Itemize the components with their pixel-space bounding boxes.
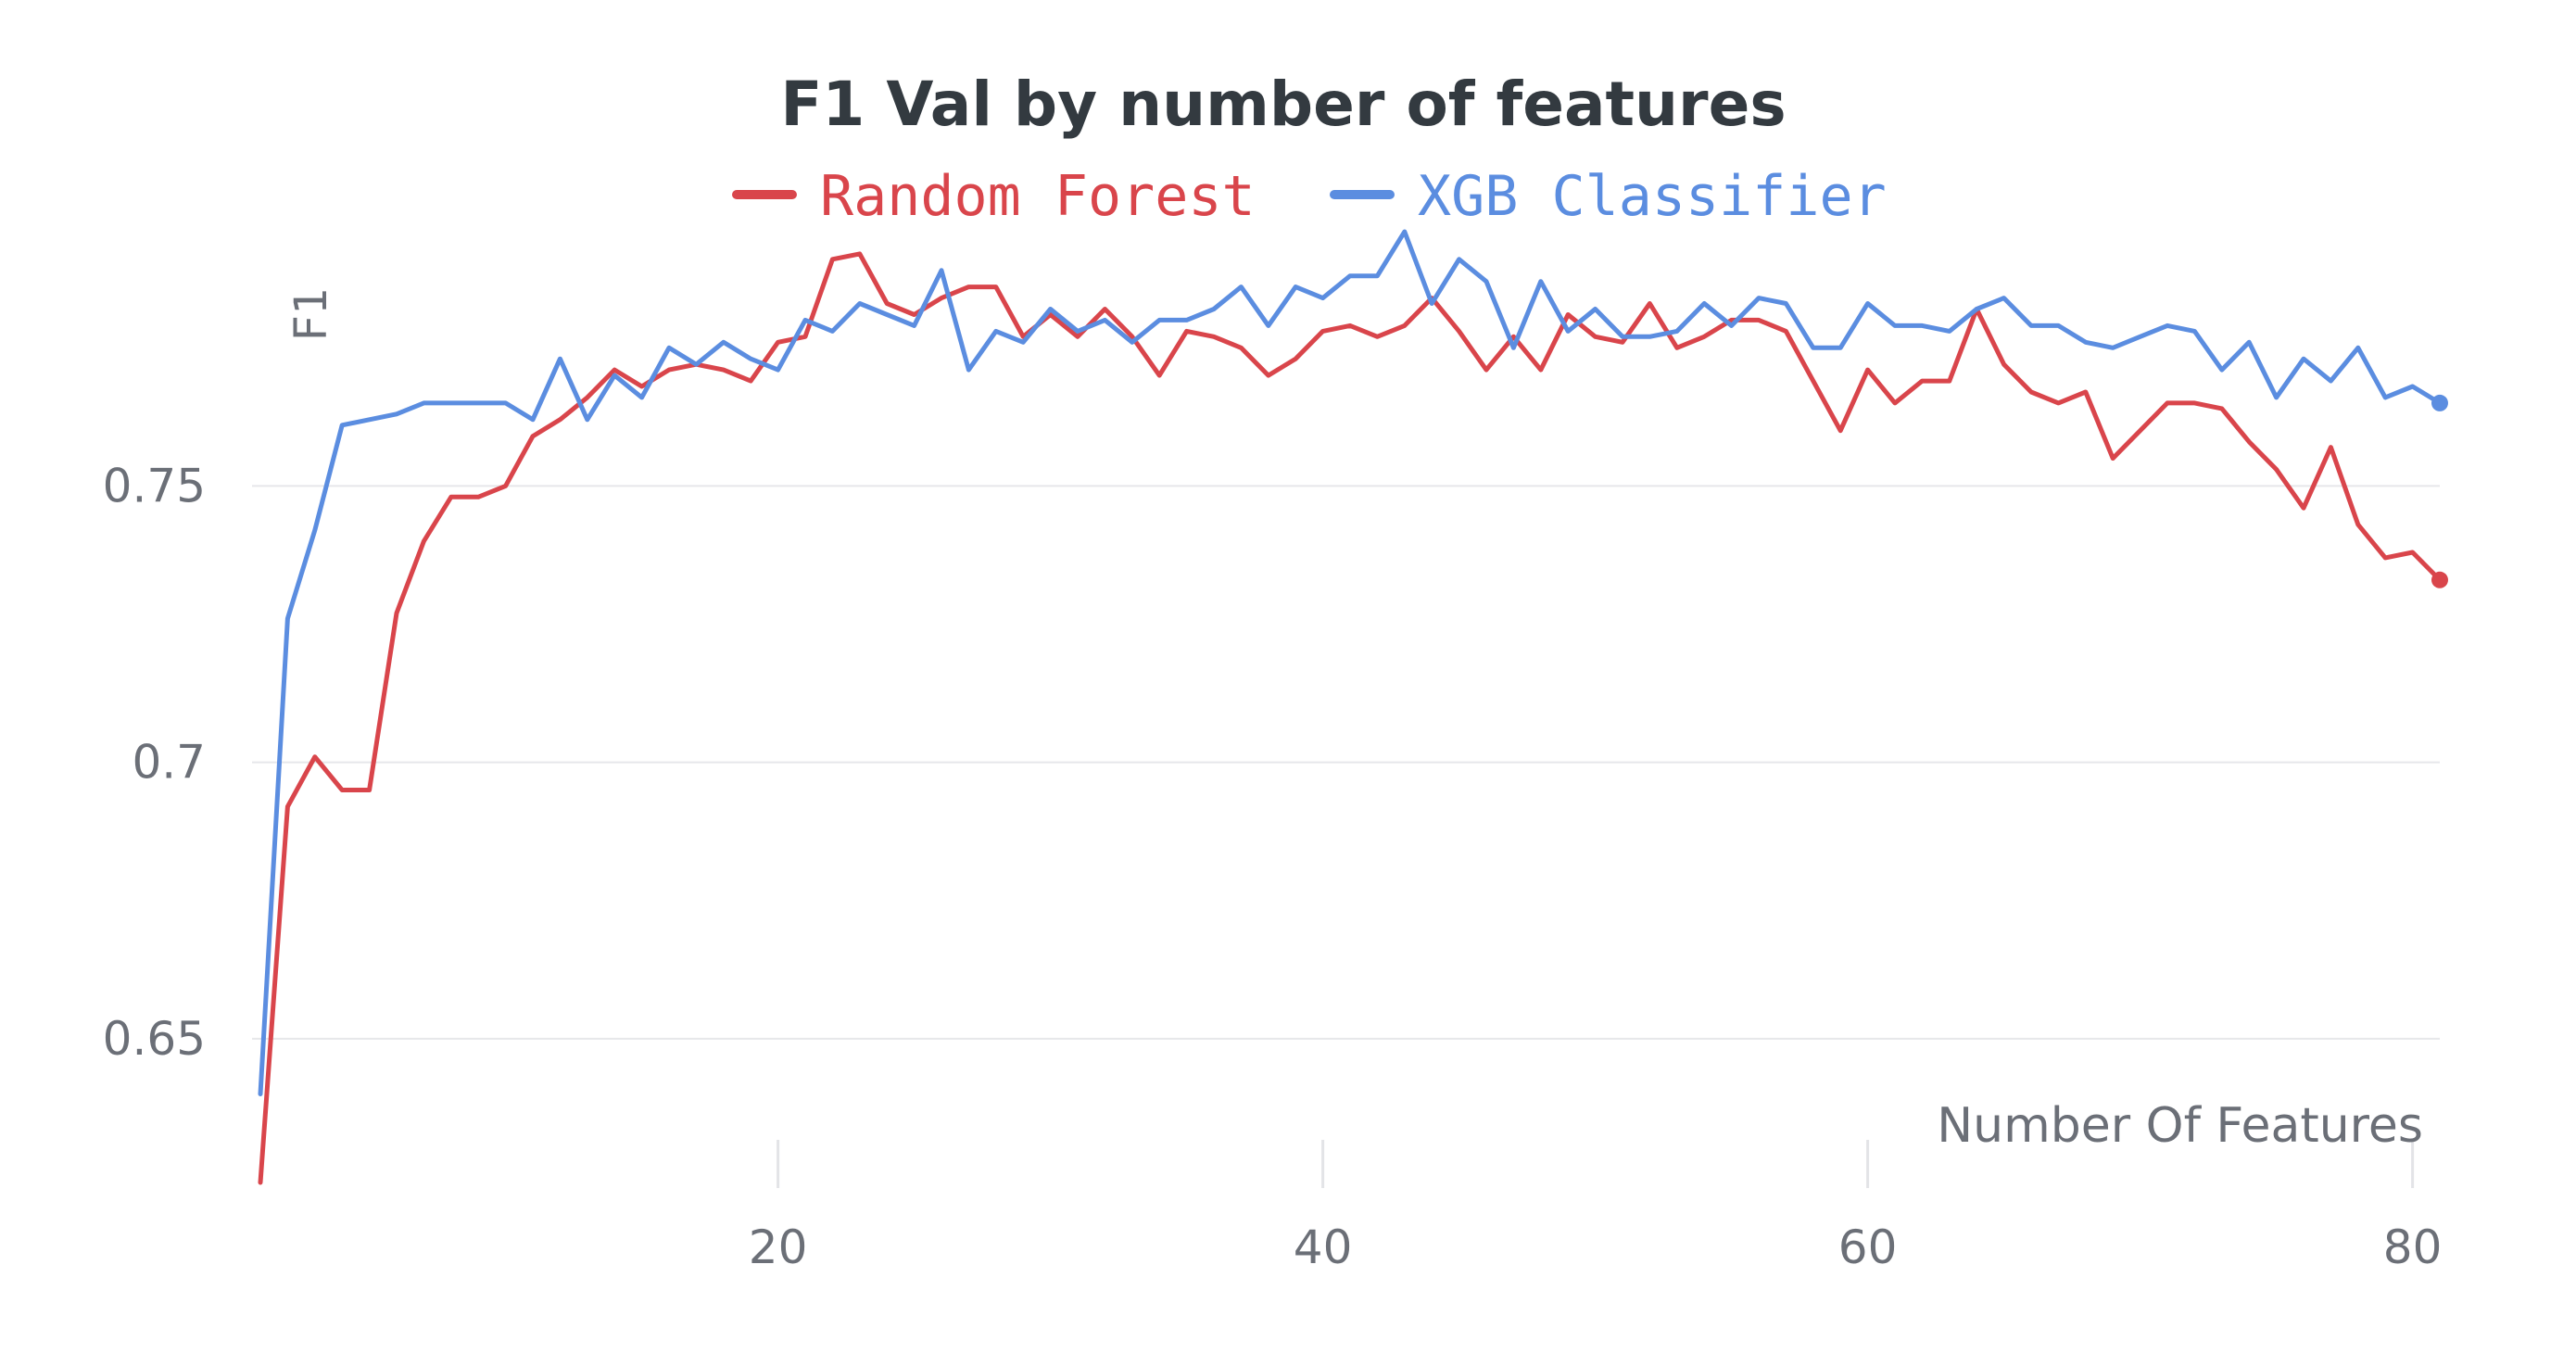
chart-title: F1 Val by number of features: [780, 69, 1786, 140]
x-tick-label: 20: [749, 1220, 808, 1274]
x-tick-label: 40: [1294, 1220, 1353, 1274]
series-line-xgb-classifier: [258, 229, 2443, 1096]
legend[interactable]: Random Forest XGB Classifier: [732, 164, 1887, 229]
x-ticks: 20 40 60 80: [749, 1140, 2443, 1274]
series-endpoint-random-forest: [2431, 571, 2448, 588]
y-tick-label: 0.65: [103, 1012, 206, 1066]
y-tick-labels: 0.65 0.7 0.75: [103, 459, 206, 1065]
y-gridlines: [252, 485, 2440, 1040]
series-layer: [258, 229, 2448, 1185]
series-endpoint-xgb-classifier: [2431, 394, 2448, 411]
series-line-random-forest: [258, 251, 2443, 1185]
y-axis-label: F1: [285, 288, 337, 342]
x-tick-label: 80: [2383, 1220, 2443, 1274]
y-tick-label: 0.7: [132, 736, 206, 790]
legend-item-xgb-classifier[interactable]: XGB Classifier: [1330, 164, 1887, 229]
y-tick-label: 0.75: [103, 459, 206, 512]
x-tick-label: 60: [1838, 1220, 1898, 1274]
legend-item-random-forest[interactable]: Random Forest: [732, 164, 1256, 229]
legend-label-xgb-classifier: XGB Classifier: [1418, 164, 1887, 229]
legend-label-random-forest: Random Forest: [820, 164, 1256, 229]
x-axis-label: Number Of Features: [1937, 1098, 2423, 1154]
